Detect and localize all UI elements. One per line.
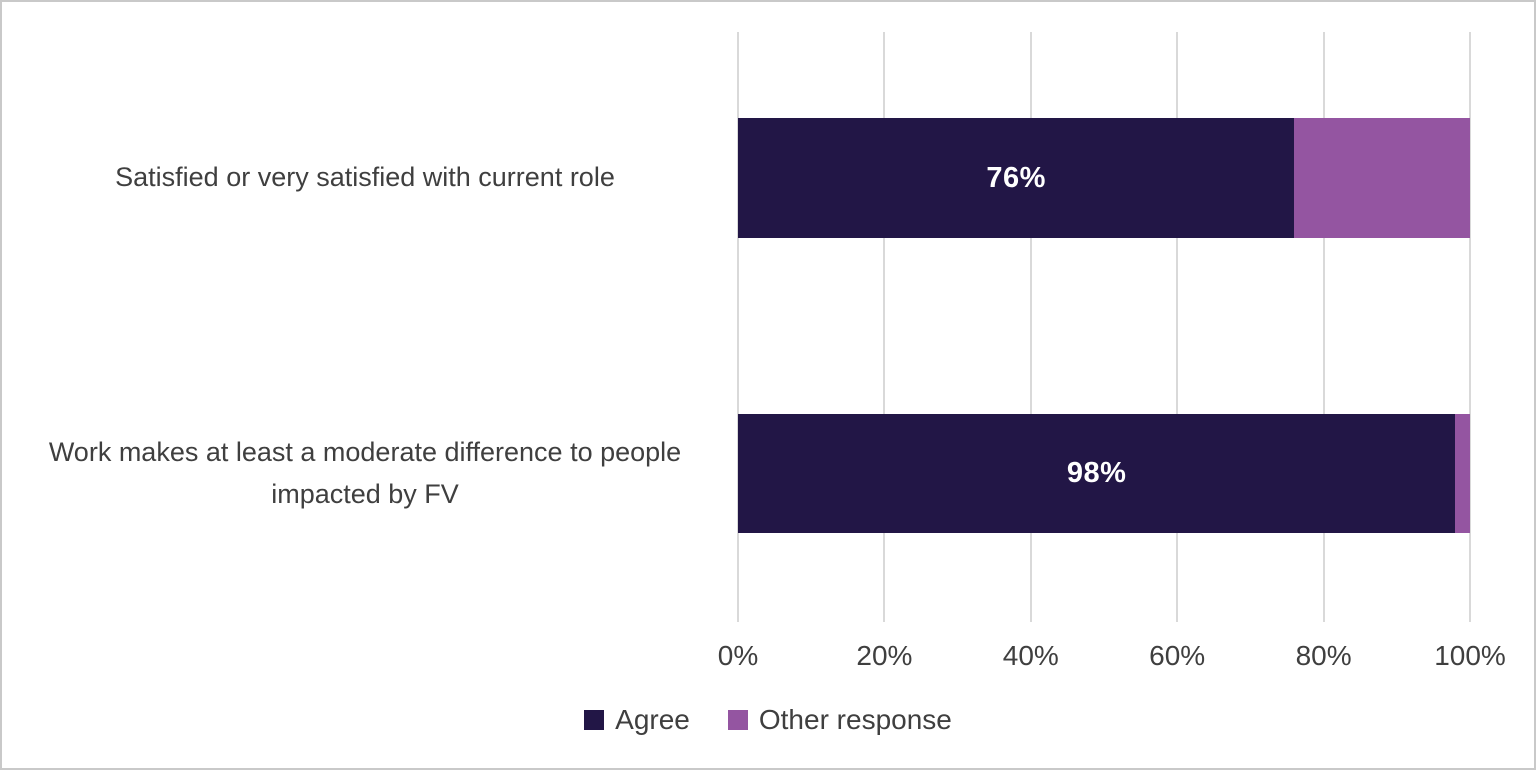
gridline: [737, 32, 739, 622]
bar-segment-other-response: [1294, 118, 1470, 238]
legend-swatch-icon: [727, 710, 748, 730]
x-tick-label: 0%: [717, 640, 759, 671]
legend-item-agree: Agree: [584, 704, 690, 736]
bar-row: 76%: [738, 118, 1470, 238]
gridline: [883, 32, 886, 622]
category-label: Work makes at least a moderate differenc…: [48, 436, 682, 509]
gridline: [1322, 32, 1325, 622]
bar-segment-agree: 98%: [738, 414, 1456, 533]
data-label: 98%: [1066, 457, 1127, 489]
bar-segment-agree: 76%: [738, 118, 1295, 238]
x-tick-label: 80%: [1295, 640, 1352, 671]
legend-label: Agree: [615, 704, 690, 735]
legend-label: Other response: [758, 704, 952, 735]
legend: Agree Other response: [2, 704, 1534, 736]
x-tick-label: 60%: [1149, 640, 1206, 671]
plot-area: 76% 98%: [737, 32, 1471, 622]
x-tick-label: 20%: [856, 640, 913, 671]
gridline: [1176, 32, 1179, 622]
bar-row: 98%: [738, 414, 1470, 533]
x-tick-label: 40%: [1002, 640, 1059, 671]
x-axis: 0% 20% 40% 60% 80% 100%: [718, 640, 1506, 680]
category-label: Satisfied or very satisfied with current…: [115, 162, 615, 193]
data-label: 76%: [986, 161, 1046, 194]
gridline: [1029, 32, 1032, 622]
legend-item-other-response: Other response: [727, 704, 952, 736]
legend-swatch-icon: [584, 710, 605, 730]
gridline: [1469, 32, 1471, 622]
x-tick-label: 100%: [1434, 640, 1506, 671]
bar-segment-other-response: [1455, 414, 1470, 533]
